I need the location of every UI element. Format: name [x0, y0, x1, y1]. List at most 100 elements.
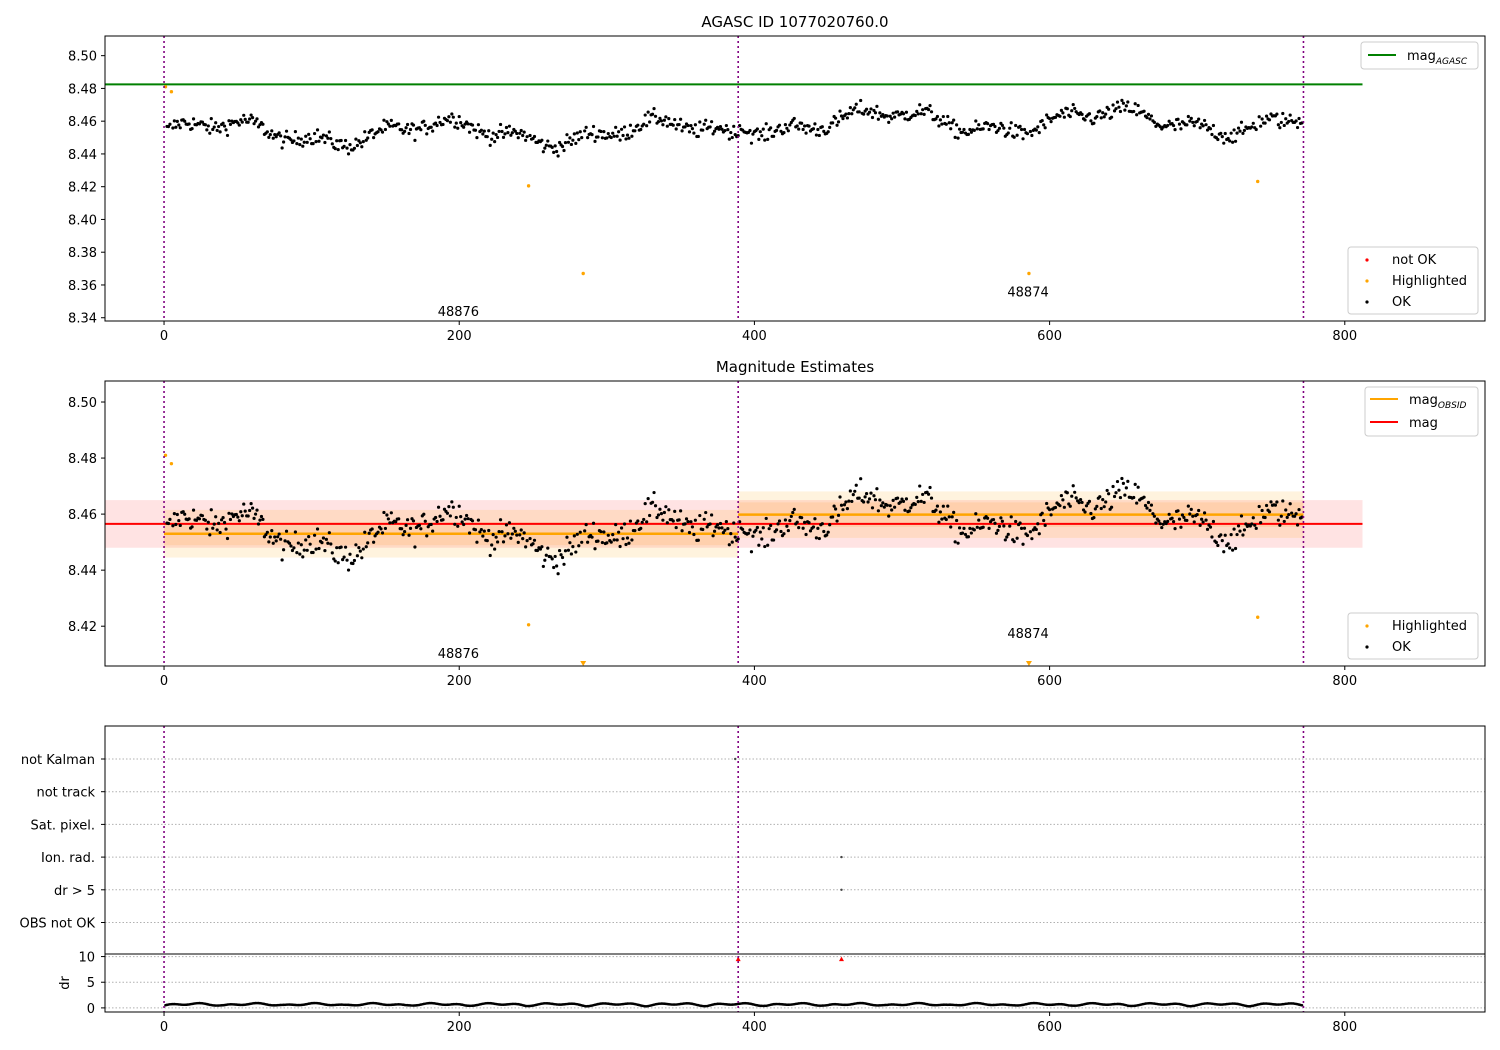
dr-high-point — [838, 956, 844, 962]
ok-point — [494, 535, 498, 539]
ok-point — [730, 135, 734, 140]
ok-point — [701, 527, 705, 532]
ok-point — [422, 512, 426, 516]
ok-point — [599, 530, 603, 534]
ok-point — [327, 531, 331, 535]
ok-point — [898, 500, 903, 504]
ok-point — [1092, 121, 1096, 125]
ok-point — [572, 132, 576, 136]
ok-point — [609, 540, 613, 544]
ok-point — [1284, 117, 1288, 121]
ok-point — [1105, 488, 1109, 493]
ok-point — [206, 520, 210, 524]
ok-point — [751, 132, 755, 136]
ok-point — [324, 537, 328, 541]
ok-point — [500, 129, 504, 134]
ok-point — [1008, 126, 1012, 130]
x-tick-label: 800 — [1332, 1020, 1357, 1035]
ok-point — [687, 130, 692, 134]
ok-point — [1185, 123, 1189, 127]
ok-point — [1223, 131, 1227, 136]
ok-point — [290, 548, 295, 553]
ok-point — [1171, 123, 1176, 128]
ok-point — [690, 525, 695, 529]
ok-point — [693, 518, 697, 522]
ok-point — [853, 489, 857, 493]
ok-point — [698, 120, 702, 124]
ok-point — [307, 535, 311, 539]
ok-point — [429, 125, 433, 129]
ok-point — [835, 519, 839, 523]
ok-point — [1267, 510, 1272, 514]
off-axis-marker — [580, 661, 587, 666]
ok-point — [771, 134, 776, 138]
y-tick-label: 8.46 — [68, 115, 97, 130]
ok-point — [956, 541, 960, 545]
ok-point — [1068, 114, 1072, 119]
ok-point — [1142, 495, 1146, 499]
ok-point — [1220, 135, 1224, 139]
ok-point — [493, 140, 497, 144]
ok-point — [330, 551, 334, 555]
ok-point — [686, 519, 690, 524]
ok-point — [717, 127, 721, 131]
ok-point — [841, 508, 845, 512]
ok-point — [538, 547, 543, 551]
flag-label: Sat. pixel. — [31, 818, 95, 833]
ok-point — [482, 129, 486, 133]
ok-point — [624, 137, 628, 141]
ok-point — [1161, 522, 1165, 526]
ok-point — [1192, 520, 1196, 524]
ok-point — [652, 106, 656, 111]
ok-point — [546, 139, 550, 143]
ok-point — [333, 559, 337, 563]
ok-point — [1083, 118, 1087, 122]
ok-point — [828, 125, 832, 129]
ok-point — [1214, 540, 1218, 545]
ok-point — [181, 510, 185, 514]
ok-point — [476, 518, 481, 522]
ok-point — [1211, 123, 1216, 128]
ok-point — [352, 146, 357, 150]
ok-point — [1250, 522, 1254, 526]
ok-point — [224, 527, 228, 531]
ok-point — [947, 121, 951, 125]
ok-point — [1195, 119, 1199, 124]
ok-point — [1154, 521, 1158, 525]
ok-point — [1228, 546, 1232, 550]
ok-point — [482, 529, 486, 533]
ok-point — [314, 547, 318, 551]
ok-point — [960, 531, 965, 535]
ok-point — [436, 505, 441, 509]
ok-point — [271, 136, 275, 140]
ok-point — [621, 537, 625, 541]
ok-point — [1229, 533, 1233, 537]
ok-point — [429, 522, 433, 527]
ok-point — [822, 529, 826, 534]
ok-point — [928, 104, 932, 108]
ok-point — [379, 128, 383, 132]
ok-point — [509, 133, 513, 137]
ok-point — [757, 543, 761, 547]
ok-point — [1042, 518, 1046, 523]
ok-point — [1157, 519, 1161, 523]
ok-point — [1003, 538, 1007, 542]
ok-point — [760, 134, 764, 138]
ok-point — [1037, 131, 1041, 135]
ok-point — [528, 536, 532, 541]
ok-point — [583, 129, 587, 133]
ok-point — [887, 120, 891, 124]
ok-point — [221, 515, 225, 520]
ok-point — [541, 564, 545, 569]
ok-point — [937, 520, 941, 524]
ok-point — [686, 123, 690, 128]
ok-point — [1047, 116, 1052, 121]
ok-point — [311, 550, 315, 555]
ok-point — [895, 496, 900, 500]
ok-point — [503, 132, 507, 136]
ok-point — [321, 536, 326, 540]
ok-point — [850, 499, 854, 504]
ok-point — [519, 128, 523, 133]
ok-point — [450, 500, 454, 504]
